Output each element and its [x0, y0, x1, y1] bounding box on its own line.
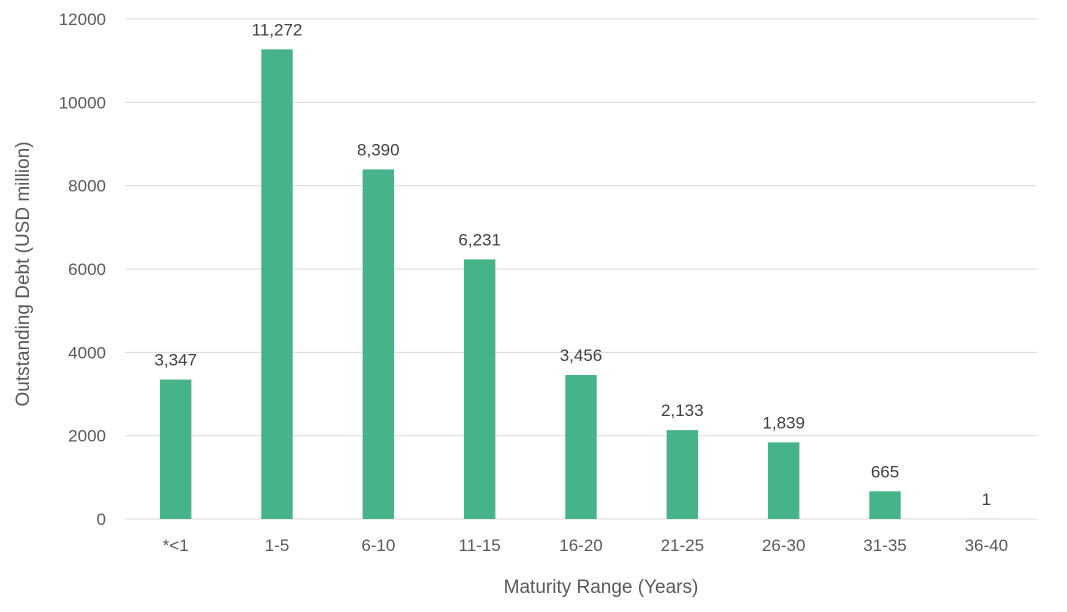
y-tick-label: 2000	[68, 427, 106, 446]
x-axis-title: Maturity Range (Years)	[504, 577, 699, 598]
y-tick-label: 12000	[59, 10, 106, 29]
bar	[261, 49, 292, 519]
bar	[565, 375, 596, 519]
x-tick-label: 11-15	[459, 536, 501, 555]
y-tick-label: 0	[97, 510, 106, 529]
x-tick-label: 31-35	[863, 536, 906, 555]
data-label: 8,390	[357, 140, 400, 159]
y-axis-title: Outstanding Debt (USD million)	[13, 141, 34, 406]
bar	[869, 491, 900, 519]
y-tick-label: 6000	[68, 260, 106, 279]
x-tick-label: 16-20	[559, 536, 602, 555]
y-tick-label: 8000	[68, 177, 106, 196]
data-label: 3,347	[154, 351, 197, 370]
data-label: 2,133	[661, 401, 704, 420]
bar	[768, 442, 799, 519]
data-label: 3,456	[560, 346, 603, 365]
y-tick-label: 10000	[59, 93, 106, 112]
data-label: 665	[871, 462, 899, 481]
x-tick-label: 6-10	[361, 536, 395, 555]
x-tick-label: 36-40	[965, 536, 1008, 555]
bar	[464, 259, 495, 519]
x-tick-label: *<1	[163, 536, 189, 555]
data-label: 1	[982, 490, 991, 509]
data-label: 1,839	[762, 413, 805, 432]
bar	[363, 169, 394, 519]
y-tick-label: 4000	[68, 343, 106, 362]
x-tick-label: 21-25	[661, 536, 704, 555]
x-axis-ticks: *<1 1-5 6-10 11-15 16-20 21-25 26-30 31-35 36-40	[163, 536, 1008, 555]
y-axis-ticks: 0 2000 4000 6000 8000 10000 12000	[59, 10, 106, 529]
x-tick-label: 1-5	[265, 536, 290, 555]
data-label: 6,231	[458, 230, 501, 249]
data-label: 11,272	[252, 20, 303, 39]
bar	[160, 380, 191, 519]
x-tick-label: 26-30	[762, 536, 805, 555]
bar	[667, 430, 698, 519]
bars	[160, 49, 1002, 519]
